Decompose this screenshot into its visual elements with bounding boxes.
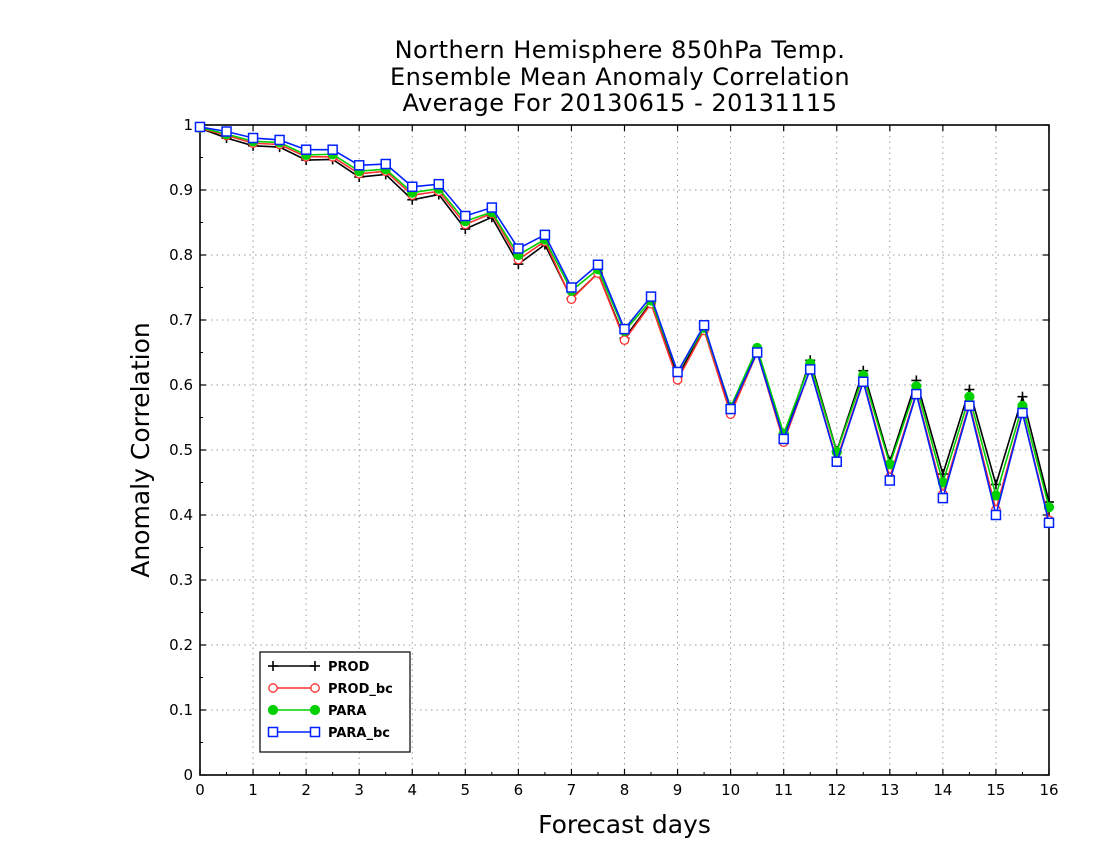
marker-plus (268, 661, 278, 671)
series-layer (194, 121, 1055, 529)
marker-square-open (513, 243, 524, 254)
marker-circle-open (619, 335, 630, 345)
y-tick-label: 0 (183, 766, 193, 784)
marker-square-open (831, 456, 842, 467)
marker-circle-filled (964, 391, 975, 402)
marker-circle-open (566, 294, 577, 305)
x-tick-label: 3 (354, 781, 364, 799)
marker-square-open (1017, 407, 1028, 419)
marker-square-open (327, 144, 338, 155)
marker-square-open (592, 259, 604, 270)
legend: PROD PROD_bc PARA PARA_bc (259, 651, 411, 753)
x-tick-label: 16 (1039, 781, 1058, 799)
marker-square-open (725, 403, 736, 415)
y-tick-label: 1 (183, 116, 193, 134)
y-tick-label: 0.8 (169, 246, 193, 264)
x-tick-label: 14 (933, 781, 952, 799)
title-line-1: Northern Hemisphere 850hPa Temp. (394, 36, 846, 64)
x-tick-label: 1 (248, 781, 258, 799)
legend-label: PROD_bc (328, 682, 393, 697)
marker-square-open (380, 158, 391, 170)
legend-item-prod-bc: PROD_bc (268, 682, 393, 697)
legend-label: PARA (328, 704, 366, 719)
y-tick-label: 0.1 (169, 701, 193, 719)
marker-square-open (937, 492, 949, 504)
marker-square-open (645, 291, 657, 302)
marker-circle-filled (1043, 502, 1055, 513)
x-tick-label: 8 (620, 781, 630, 799)
y-tick-label: 0.6 (169, 376, 193, 394)
marker-square-open (858, 376, 869, 387)
marker-square-open (267, 726, 279, 738)
marker-square-open (778, 433, 789, 445)
legend-label: PROD (328, 660, 370, 675)
y-tick-label: 0.9 (169, 181, 193, 199)
x-tick-label: 2 (301, 781, 311, 799)
x-tick-label: 11 (774, 781, 793, 799)
marker-square-open (566, 282, 577, 293)
x-tick-label: 4 (407, 781, 417, 799)
marker-square-open (804, 364, 816, 375)
marker-square-open (194, 121, 206, 133)
marker-square-open (1043, 517, 1055, 529)
marker-square-open (964, 400, 975, 412)
legend-item-prod: PROD (268, 660, 370, 675)
x-tick-label: 9 (673, 781, 683, 799)
marker-square-open (309, 726, 321, 738)
y-tick-label: 0.2 (169, 636, 193, 654)
marker-square-open (486, 202, 498, 213)
marker-square-open (911, 388, 922, 400)
x-tick-label: 15 (986, 781, 1005, 799)
marker-square-open (353, 160, 365, 171)
y-tick-label: 0.7 (169, 311, 193, 329)
x-tick-label: 7 (567, 781, 577, 799)
legend-item-para-bc: PARA_bc (267, 726, 390, 741)
x-tick-label: 13 (880, 781, 899, 799)
series-line (199, 127, 1050, 503)
marker-square-open (221, 126, 232, 137)
legend-box (259, 651, 411, 753)
marker-square-open (539, 229, 551, 241)
marker-square-open (672, 366, 683, 378)
marker-circle-filled (267, 704, 279, 716)
legend-item-para: PARA (267, 704, 366, 719)
x-tick-label: 0 (195, 781, 205, 799)
marker-square-open (407, 181, 418, 192)
y-tick-label: 0.4 (169, 506, 193, 524)
marker-square-open (300, 144, 312, 155)
title-line-2: Ensemble Mean Anomaly Correlation (389, 63, 851, 91)
marker-square-open (247, 132, 259, 144)
x-axis-label: Forecast days (538, 810, 711, 839)
marker-square-open (460, 210, 471, 222)
title-line-3: Average For 20130615 - 20131115 (402, 89, 838, 117)
marker-square-open (884, 475, 896, 486)
legend-label: PARA_bc (328, 726, 390, 741)
marker-circle-open (310, 683, 320, 693)
marker-circle-open (268, 683, 278, 693)
marker-square-open (751, 347, 763, 358)
marker-square-open (990, 509, 1002, 521)
x-tick-label: 10 (721, 781, 740, 799)
series-para-bc (194, 121, 1055, 529)
marker-square-open (274, 134, 285, 146)
x-tick-label: 12 (827, 781, 846, 799)
x-tick-label: 5 (461, 781, 471, 799)
marker-circle-filled (309, 704, 321, 716)
y-tick-label: 0.3 (169, 571, 193, 589)
marker-square-open (698, 319, 710, 331)
marker-plus (310, 661, 320, 671)
y-tick-label: 0.5 (169, 441, 193, 459)
marker-square-open (433, 178, 445, 190)
marker-plus (1017, 391, 1028, 402)
y-axis-label: Anomaly Correlation (126, 322, 155, 577)
marker-square-open (619, 323, 630, 335)
x-tick-label: 6 (514, 781, 524, 799)
